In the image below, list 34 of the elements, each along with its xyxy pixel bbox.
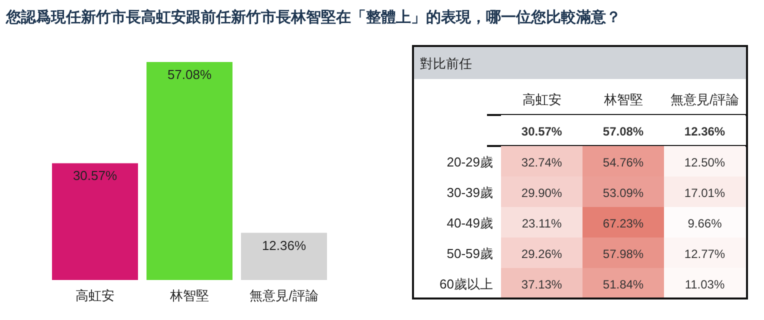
data-label: 12.36% — [684, 124, 726, 138]
y-tick-label: 30-39歲 — [446, 184, 493, 200]
data-label: 30.57% — [72, 168, 118, 184]
data-label: 12.36% — [262, 238, 306, 253]
data-label: 9.66% — [688, 216, 722, 230]
data-label: 30.57% — [521, 124, 562, 138]
x-tick-label: 高虹安 — [522, 92, 562, 107]
data-label: 23.11% — [522, 216, 562, 230]
x-tick-label: 無意見/評論 — [250, 288, 318, 303]
data-label: 11.03% — [684, 277, 725, 292]
data-label: 57.08% — [602, 124, 644, 138]
data-label: 12.50% — [684, 155, 726, 170]
data-label: 17.01% — [684, 186, 726, 200]
x-tick-label: 林智堅 — [169, 288, 209, 303]
data-label: 67.23% — [602, 216, 644, 230]
data-label: 29.90% — [521, 186, 562, 200]
data-label: 37.13% — [521, 277, 562, 292]
y-tick-label: 40-49歲 — [446, 215, 493, 230]
data-label: 57.08% — [167, 67, 212, 82]
x-tick-label: 林智堅 — [602, 92, 643, 107]
chart-title: 您認爲現任新竹市長高虹安跟前任新竹市長林智堅在「整體上」的表現，哪一位您比較滿意？ — [5, 8, 621, 26]
data-label: 54.76% — [602, 155, 644, 170]
y-tick-label: 50-59歲 — [446, 246, 493, 261]
data-label: 57.98% — [602, 246, 644, 261]
data-label: 29.26% — [521, 246, 562, 261]
data-label: 53.09% — [602, 186, 644, 200]
data-label: 51.84% — [602, 277, 644, 292]
x-tick-label: 無意見/評論 — [670, 92, 740, 107]
y-tick-label: 20-29歲 — [446, 154, 493, 170]
y-tick-label: 60歲以上 — [440, 276, 493, 292]
x-tick-label: 高虹安 — [76, 288, 114, 303]
data-label: 32.74% — [521, 155, 562, 170]
data-label: 12.77% — [684, 246, 726, 261]
chart-title: 對比前任 — [420, 56, 472, 71]
